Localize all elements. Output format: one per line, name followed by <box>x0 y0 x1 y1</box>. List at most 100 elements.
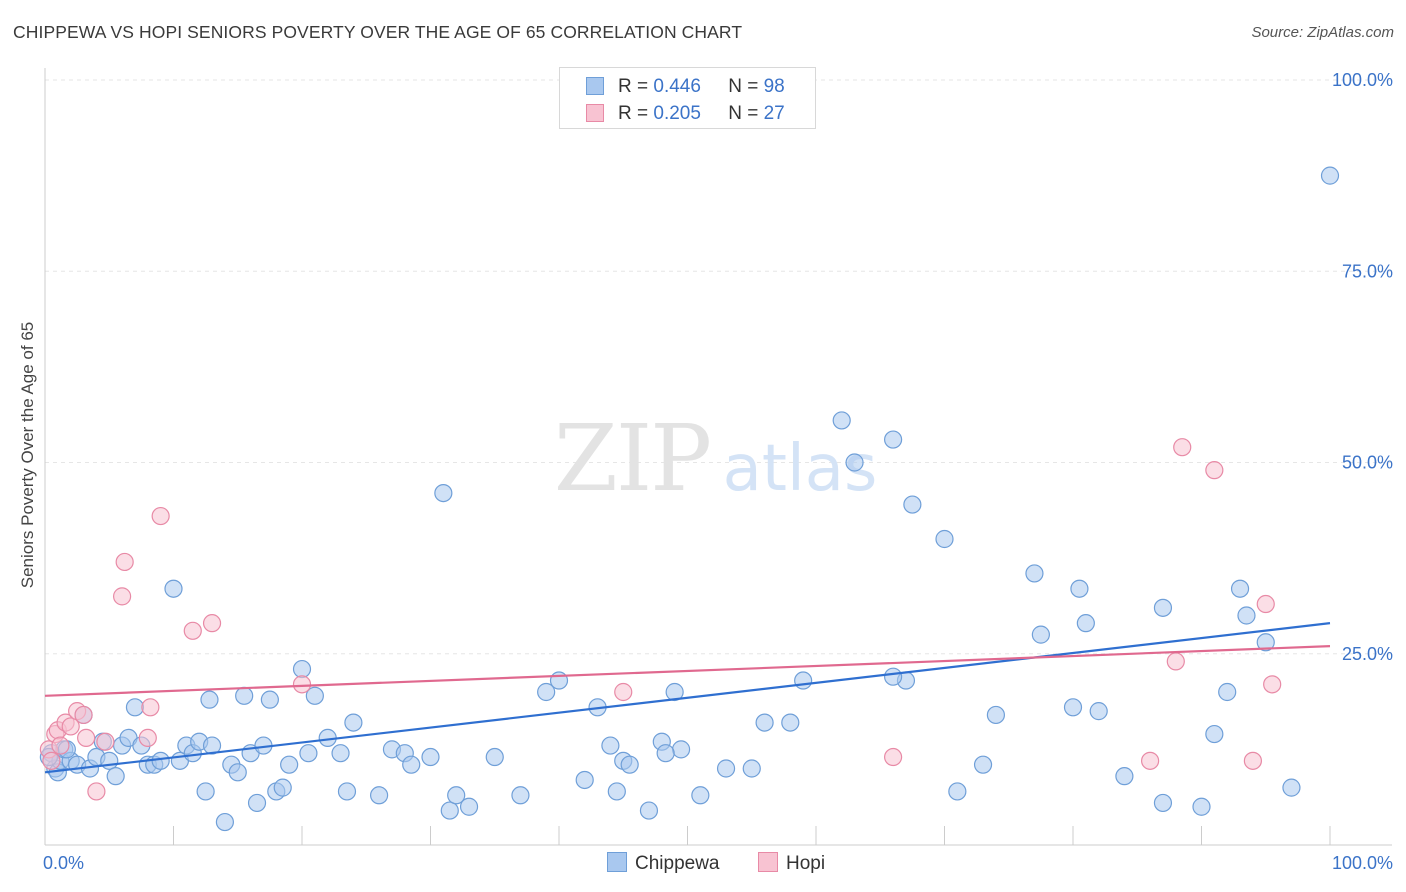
legend-r-value: 0.446 <box>653 76 701 97</box>
point-hopi <box>183 621 202 640</box>
point-chippewa <box>1237 606 1256 625</box>
point-chippewa <box>1320 166 1340 185</box>
point-chippewa <box>292 659 312 679</box>
point-chippewa <box>511 786 530 805</box>
point-chippewa <box>656 744 675 763</box>
trend-line-chippewa <box>44 622 1331 774</box>
data-points <box>39 166 1340 832</box>
point-chippewa <box>247 793 267 813</box>
point-chippewa <box>832 411 851 430</box>
chart-title: CHIPPEWA VS HOPI SENIORS POVERTY OVER TH… <box>13 22 743 42</box>
point-chippewa <box>344 713 363 732</box>
source-label: Source: ZipAtlas.com <box>1251 24 1394 41</box>
point-chippewa <box>973 755 993 774</box>
point-hopi <box>1243 751 1263 770</box>
point-hopi <box>202 614 222 633</box>
point-chippewa <box>883 667 903 686</box>
legend-swatch-hopi <box>586 104 604 122</box>
point-chippewa <box>549 671 569 690</box>
x-tick-label: 100.0% <box>1332 853 1393 873</box>
point-chippewa <box>537 682 556 702</box>
point-chippewa <box>402 755 421 774</box>
point-hopi <box>42 751 61 770</box>
point-chippewa <box>794 671 813 690</box>
point-chippewa <box>1025 564 1044 583</box>
point-hopi <box>292 675 312 694</box>
point-chippewa <box>1063 698 1083 717</box>
point-chippewa <box>1153 598 1173 617</box>
point-chippewa <box>235 686 254 705</box>
point-hopi <box>74 705 93 725</box>
legend-r-value: 0.205 <box>653 103 701 124</box>
bottom-legend-swatch-chippewa <box>607 852 627 872</box>
bottom-legend-hopi: Hopi <box>758 852 825 875</box>
point-chippewa <box>742 759 761 778</box>
point-chippewa <box>151 751 170 770</box>
point-chippewa <box>1070 579 1089 598</box>
y-tick-label: 50.0% <box>1342 453 1393 473</box>
point-hopi <box>883 747 903 767</box>
trend-lines <box>44 622 1331 774</box>
point-chippewa <box>106 767 125 786</box>
point-chippewa <box>485 747 504 767</box>
point-hopi <box>51 736 70 755</box>
point-chippewa <box>1218 682 1237 702</box>
point-chippewa <box>260 690 279 709</box>
point-chippewa <box>1192 797 1211 816</box>
watermark: ZIP atlas <box>554 405 877 512</box>
legend-n-value: 27 <box>763 103 785 124</box>
point-hopi <box>1205 461 1224 480</box>
bottom-legend-label: Chippewa <box>635 853 720 874</box>
point-chippewa <box>331 744 350 763</box>
point-chippewa <box>440 801 459 820</box>
legend-n-label: N = <box>728 103 759 124</box>
point-chippewa <box>1230 579 1250 598</box>
point-chippewa <box>716 759 736 778</box>
point-chippewa <box>196 782 215 801</box>
point-chippewa <box>447 786 466 805</box>
point-chippewa <box>620 755 639 774</box>
point-hopi <box>1166 652 1185 671</box>
point-chippewa <box>665 682 684 702</box>
point-hopi <box>151 506 170 526</box>
point-chippewa <box>370 786 389 805</box>
point-chippewa <box>280 755 299 774</box>
point-chippewa <box>164 579 183 598</box>
point-chippewa <box>1115 767 1134 786</box>
x-tick-label: 0.0% <box>43 853 84 873</box>
point-hopi <box>115 552 134 572</box>
point-chippewa <box>273 778 292 797</box>
point-chippewa <box>935 529 954 549</box>
point-chippewa <box>202 736 222 755</box>
point-hopi <box>61 717 80 736</box>
point-hopi <box>614 682 633 702</box>
bottom-legend-swatch-hopi <box>758 852 778 872</box>
point-chippewa <box>1153 793 1173 813</box>
point-hopi <box>138 728 157 748</box>
point-chippewa <box>125 698 145 717</box>
legend-r-label: R = <box>618 103 649 124</box>
point-hopi <box>1140 751 1160 770</box>
point-hopi <box>96 732 115 751</box>
point-chippewa <box>1076 614 1095 633</box>
point-hopi <box>87 782 106 801</box>
gridlines <box>45 79 1392 655</box>
point-chippewa <box>639 801 659 820</box>
y-tick-label: 75.0% <box>1342 261 1393 281</box>
watermark-zip: ZIP <box>554 405 710 512</box>
point-chippewa <box>305 686 324 705</box>
point-chippewa <box>299 744 318 763</box>
point-chippewa <box>948 782 967 801</box>
axes <box>44 68 1392 846</box>
point-chippewa <box>903 495 922 514</box>
point-chippewa <box>200 690 219 709</box>
trend-line-hopi <box>44 645 1331 697</box>
point-chippewa <box>691 786 710 805</box>
point-chippewa <box>421 747 440 767</box>
point-chippewa <box>337 782 357 801</box>
point-chippewa <box>1089 702 1108 721</box>
point-hopi <box>112 587 132 606</box>
stats-legend: R = 0.446 N = 98 R = 0.205 N = 27 <box>559 67 816 129</box>
point-chippewa <box>1256 633 1275 652</box>
